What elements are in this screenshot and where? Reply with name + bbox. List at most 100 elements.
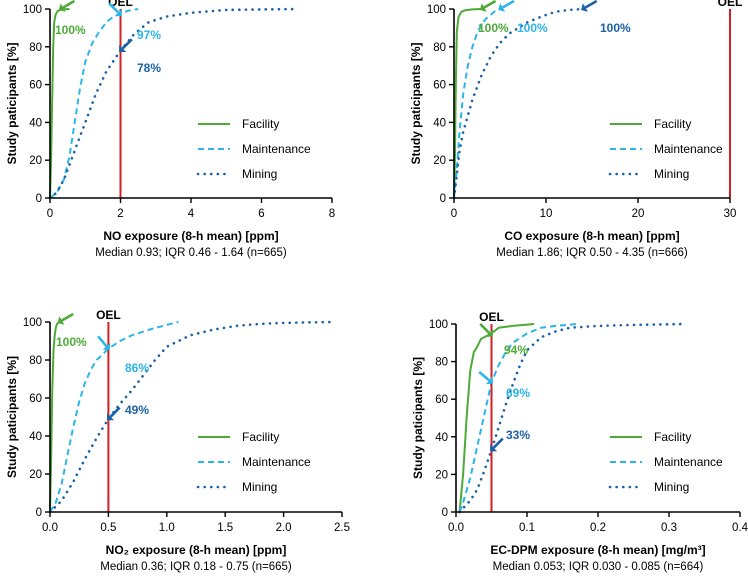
annotation-arrow <box>62 0 76 9</box>
x-tick-label: 0.2 <box>590 522 606 534</box>
annotation-label-facility: 100% <box>55 23 86 37</box>
y-tick-label: 60 <box>435 394 448 406</box>
x-tick-label: 8 <box>329 208 335 220</box>
x-tick-label: 10 <box>540 208 553 220</box>
annotation-label-facility: 94% <box>504 343 528 357</box>
legend-label-facility: Facility <box>242 117 279 131</box>
annotation-label-maintenance: 100% <box>517 21 548 35</box>
legend-label-maintenance: Maintenance <box>242 142 311 156</box>
series-line-facility <box>458 323 535 513</box>
annotation-arrow <box>501 0 515 9</box>
annotation-arrow <box>478 371 491 382</box>
summary-note: Median 1.86; IQR 0.50 - 4.35 (n=666) <box>496 247 688 259</box>
legend-label-mining: Mining <box>242 167 277 181</box>
oel-label: OEL <box>96 308 121 322</box>
x-tick-label: 0.4 <box>732 522 748 534</box>
annotation-arrowhead <box>102 343 111 351</box>
x-tick-label: 2 <box>117 208 123 220</box>
y-tick-label: 40 <box>29 117 42 129</box>
chart-panel-4: OEL 0 20 40 60 80 100 0.0 0.1 0.2 0.3 0.4 EC-DPM exp… <box>411 310 748 573</box>
annotation-label-mining: 100% <box>600 21 631 35</box>
x-tick-label: 2.0 <box>276 522 292 534</box>
legend-label-facility: Facility <box>654 117 691 131</box>
annotation-arrow <box>584 0 598 9</box>
annotation-arrowhead <box>114 9 122 17</box>
x-axis-title: CO exposure (8-h mean) [ppm] <box>504 229 679 243</box>
annotation-arrow <box>108 2 120 14</box>
annotation-arrowhead <box>485 329 493 337</box>
x-tick-label: 4 <box>188 208 195 220</box>
series-line-mining <box>452 7 585 200</box>
series-line-mining <box>48 320 332 514</box>
y-tick-label: 60 <box>29 393 42 405</box>
x-tick-label: 0.1 <box>519 522 535 534</box>
legend-label-mining: Mining <box>654 167 689 181</box>
annotation-label-maintenance: 86% <box>125 361 149 375</box>
series-line-maintenance <box>49 8 139 199</box>
annotation-label-facility: 100% <box>56 335 87 349</box>
y-tick-label: 100 <box>429 319 448 331</box>
series-line-facility <box>453 8 482 199</box>
annotation-arrow <box>121 38 133 50</box>
annotation-label-maintenance: 97% <box>137 28 161 42</box>
annotation-arrow <box>97 335 108 348</box>
annotation-arrow <box>479 323 491 335</box>
y-tick-label: 0 <box>36 193 42 205</box>
annotation-arrowhead <box>57 316 65 325</box>
legend-label-mining: Mining <box>654 480 689 494</box>
legend-label-maintenance: Maintenance <box>654 142 723 156</box>
annotation-arrowhead <box>58 3 66 12</box>
x-tick-label: 20 <box>632 208 645 220</box>
annotation-arrowhead <box>498 3 506 12</box>
legend-label-mining: Mining <box>242 480 277 494</box>
series-line-maintenance <box>453 8 501 199</box>
x-tick-label: 1.5 <box>217 522 233 534</box>
series-line-facility <box>49 321 60 513</box>
y-tick-label: 100 <box>427 4 446 16</box>
y-axis-title: Study paticipants [%] <box>411 357 425 479</box>
y-axis-title: Study paticipants [%] <box>5 356 19 478</box>
y-tick-label: 40 <box>29 431 42 443</box>
legend-label-maintenance: Maintenance <box>654 455 723 469</box>
chart-panel-3: OEL 0 20 40 60 80 100 0.0 0.5 1.0 1.5 2.0 2.5 NO₂ exp… <box>5 308 350 573</box>
x-axis-title: NO₂ exposure (8-h mean) [ppm] <box>106 543 287 557</box>
y-tick-label: 100 <box>23 4 42 16</box>
oel-label: OEL <box>718 0 743 9</box>
x-tick-label: 0.0 <box>448 522 464 534</box>
y-tick-label: 20 <box>29 469 42 481</box>
x-tick-label: 1.0 <box>159 522 175 534</box>
legend-label-facility: Facility <box>654 430 691 444</box>
x-tick-label: 0 <box>451 208 457 220</box>
y-axis-title: Study paticipants [%] <box>409 42 423 164</box>
summary-note: Median 0.053; IQR 0.030 - 0.085 (n=664) <box>493 561 704 573</box>
x-axis-title: NO exposure (8-h mean) [ppm] <box>103 229 278 243</box>
annotation-arrow <box>492 437 504 449</box>
annotation-arrowhead <box>490 444 498 452</box>
annotation-arrow <box>483 0 497 9</box>
x-tick-label: 30 <box>724 208 737 220</box>
chart-panel-1: OEL 0 20 40 60 80 100 0 2 4 6 8 NO exposure (8-h mea… <box>5 0 335 259</box>
y-tick-label: 20 <box>433 155 446 167</box>
series-line-maintenance <box>458 323 577 513</box>
x-tick-label: 0 <box>47 208 53 220</box>
annotation-arrowhead <box>119 44 127 52</box>
y-tick-label: 80 <box>29 355 42 367</box>
y-tick-label: 100 <box>23 317 42 329</box>
annotation-label-maintenance: 69% <box>506 386 530 400</box>
legend-label-maintenance: Maintenance <box>242 455 311 469</box>
x-tick-label: 0.5 <box>100 522 116 534</box>
summary-note: Median 0.36; IQR 0.18 - 0.75 (n=665) <box>100 561 292 573</box>
annotation-label-mining: 33% <box>506 428 530 442</box>
oel-label: OEL <box>108 0 133 9</box>
x-tick-label: 0.0 <box>42 522 58 534</box>
y-tick-label: 0 <box>36 507 42 519</box>
x-tick-label: 2.5 <box>334 522 350 534</box>
y-tick-label: 40 <box>435 432 448 444</box>
y-tick-label: 60 <box>433 80 446 92</box>
annotation-label-mining: 49% <box>125 403 149 417</box>
annotation-arrowhead <box>581 3 588 12</box>
annotation-arrow <box>61 312 74 322</box>
annotation-arrowhead <box>479 3 487 12</box>
y-axis-title: Study paticipants [%] <box>5 42 19 164</box>
